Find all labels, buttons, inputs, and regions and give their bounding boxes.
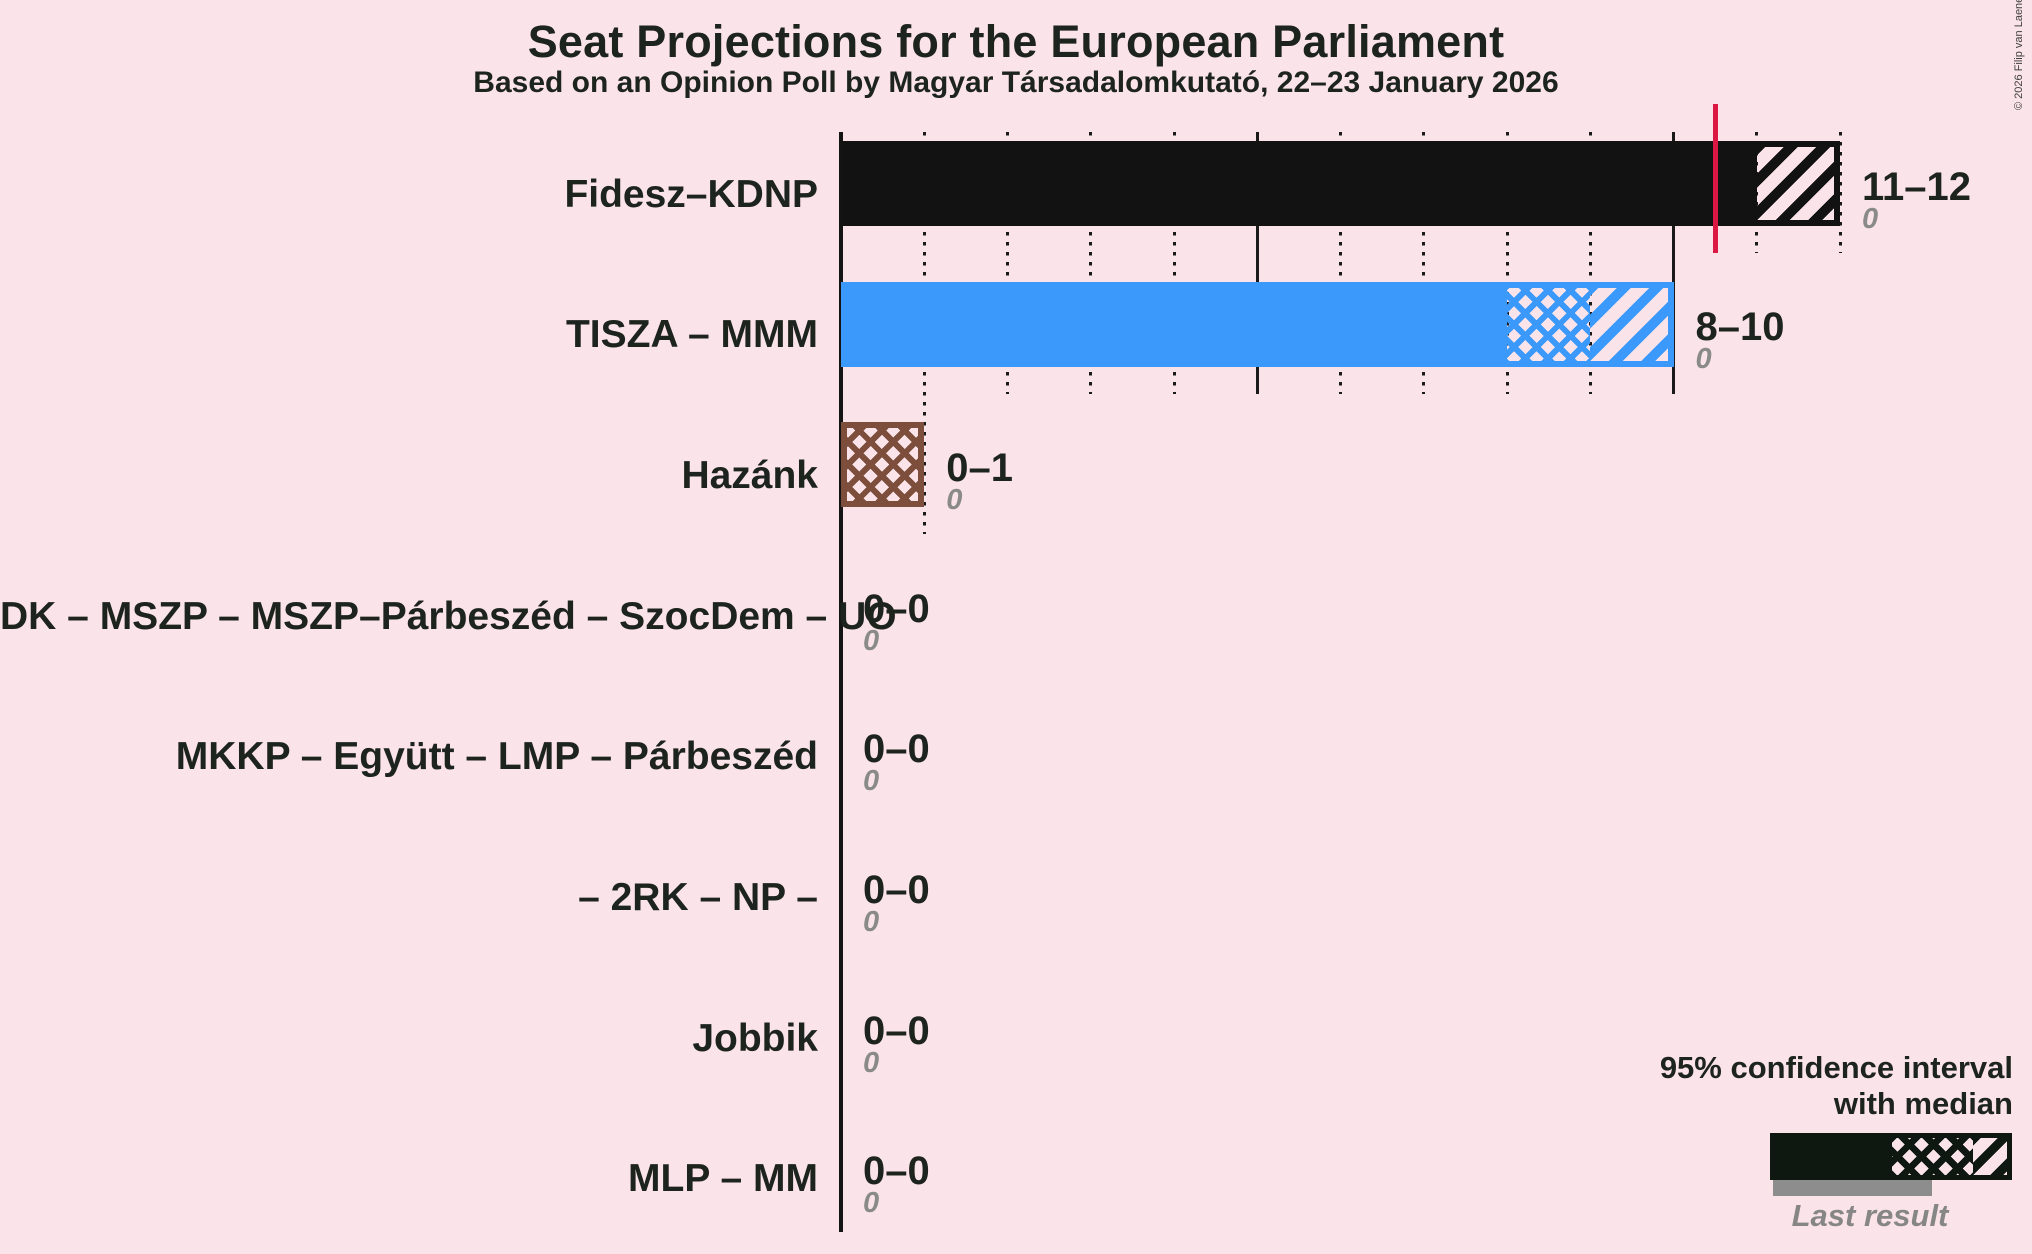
chart-subtitle: Based on an Opinion Poll by Magyar Társa… — [473, 66, 1559, 99]
legend-ci-text: 95% confidence interval with median — [1300, 1050, 2013, 1122]
gridline-seat-12 — [1838, 132, 1842, 253]
ci-bar — [841, 281, 1674, 367]
gridline-seat-5 — [1255, 132, 1259, 394]
last-result-value: 0 — [863, 906, 880, 938]
ci-bar — [841, 141, 1840, 226]
bar-diagonal-segment — [1590, 281, 1674, 367]
gridline-seat-7 — [1422, 132, 1426, 394]
last-result-value: 0 — [1695, 343, 1712, 376]
gridline-seat-2 — [1006, 132, 1009, 394]
ci-range-label: 8–10 — [1695, 305, 1785, 350]
majority-threshold-line — [1712, 104, 1718, 253]
row-label-5: MKKP – Együtt – LMP – Párbeszéd — [175, 735, 818, 779]
ci-range-label: 0–0 — [863, 868, 930, 912]
ci-range-label: 0–0 — [863, 586, 930, 631]
legend-last-result-bar — [1773, 1180, 1932, 1196]
row-label-4: DK – MSZP – MSZP–Párbeszéd – SzocDem – U… — [0, 594, 897, 638]
row-label-7: Jobbik — [692, 1016, 818, 1060]
bar-outline — [841, 141, 1840, 226]
gridline-seat-9 — [1588, 132, 1592, 394]
row-label-1: Fidesz–KDNP — [564, 172, 818, 216]
bar-crosshatch-segment — [1507, 281, 1591, 367]
legend-ci-line1: 95% confidence interval — [1659, 1050, 2013, 1085]
bar-outline — [841, 422, 925, 508]
last-result-value: 0 — [946, 483, 963, 516]
row-label-2: TISZA – MMM — [565, 313, 818, 357]
row-label-8: MLP – MM — [628, 1157, 818, 1201]
bar-solid-segment — [841, 141, 1757, 226]
legend-diagonal-segment — [1973, 1133, 2012, 1180]
last-result-value: 0 — [863, 1046, 880, 1079]
ci-range-label: 0–1 — [946, 445, 1013, 490]
ci-range-label: 11–12 — [1862, 164, 1972, 209]
bar-outline — [841, 281, 1674, 367]
row-label-6: – 2RK – NP – — [578, 876, 818, 919]
gridline-seat-3 — [1089, 132, 1093, 394]
legend-last-result-label: Last result — [1791, 1198, 1949, 1233]
last-result-value: 0 — [863, 765, 880, 798]
gridline-seat-6 — [1339, 132, 1342, 394]
chart-title: Seat Projections for the European Parlia… — [527, 16, 1505, 67]
bar-diagonal-segment — [1756, 141, 1840, 226]
legend-solid-segment — [1770, 1133, 1892, 1180]
last-result-value: 0 — [1862, 202, 1879, 235]
ci-range-label: 0–0 — [863, 1149, 930, 1194]
legend-bar-outline — [1770, 1133, 2012, 1180]
bar-crosshatch-segment — [841, 422, 925, 508]
legend-crosshatch-segment — [1892, 1133, 1973, 1180]
legend-ci-bar — [1770, 1133, 2012, 1180]
ci-range-label: 0–0 — [863, 727, 930, 772]
gridline-seat-8 — [1505, 132, 1509, 394]
row-label-3: Hazánk — [681, 453, 818, 497]
gridline-seat-4 — [1172, 132, 1176, 394]
gridline-seat-10 — [1672, 132, 1675, 394]
bar-solid-segment — [841, 281, 1507, 367]
x-axis-line — [839, 132, 843, 1232]
last-result-value: 0 — [863, 1187, 880, 1220]
legend-ci-line2: with median — [1833, 1086, 2013, 1121]
ci-range-label: 0–0 — [863, 1008, 930, 1053]
ci-bar — [841, 422, 925, 508]
last-result-value: 0 — [863, 624, 880, 657]
copyright-note: © 2026 Filip van Laenen — [2013, 0, 2025, 110]
